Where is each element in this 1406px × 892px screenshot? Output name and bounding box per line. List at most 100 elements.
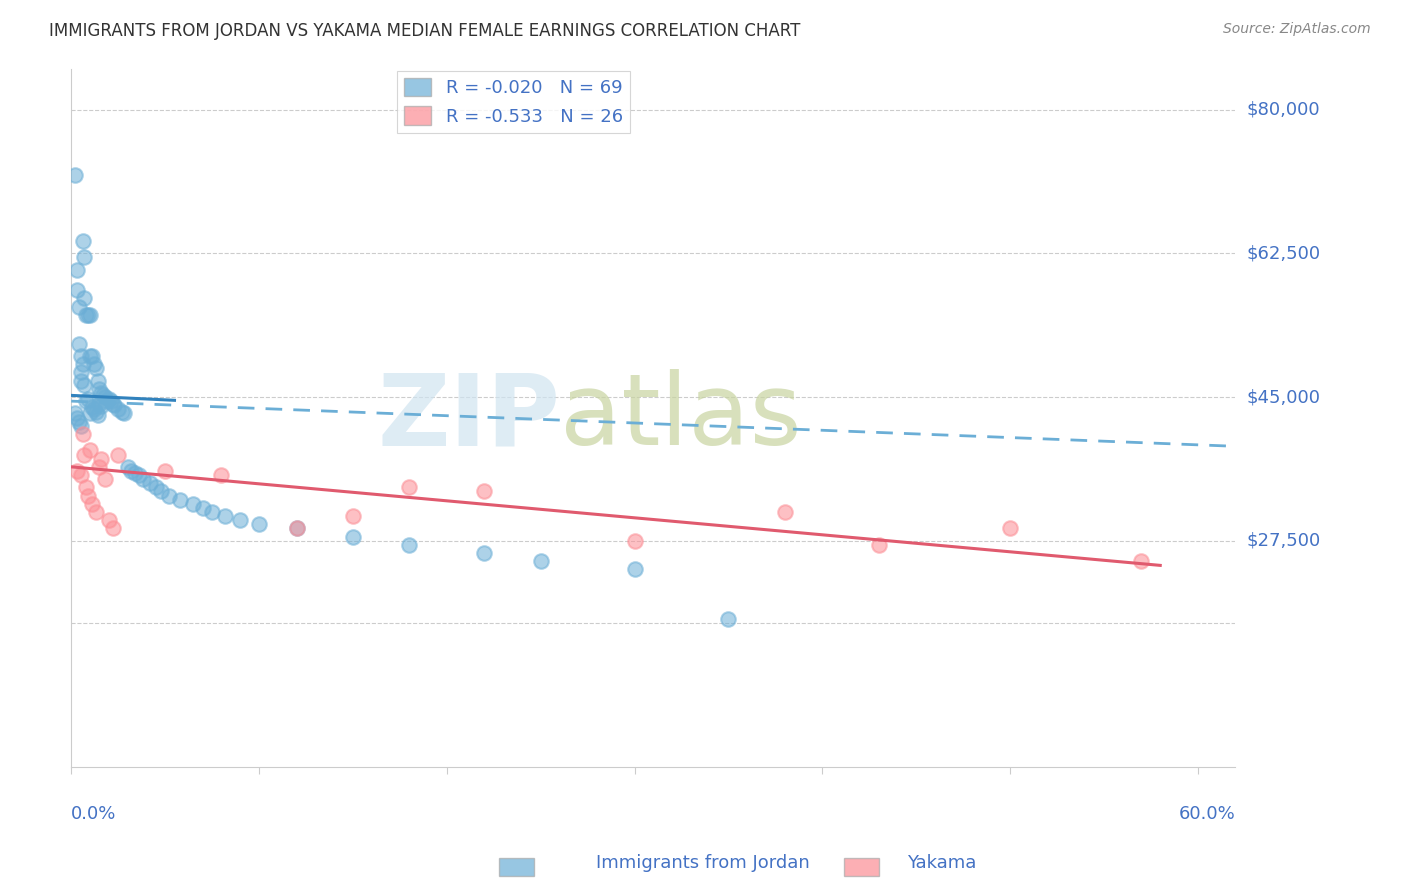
Point <box>73 377 96 392</box>
Text: $45,000: $45,000 <box>1247 388 1320 406</box>
Point <box>103 398 125 412</box>
Point <box>128 468 150 483</box>
Point <box>169 492 191 507</box>
Point <box>342 530 364 544</box>
Point <box>67 415 90 429</box>
Point <box>120 464 142 478</box>
Point <box>79 308 101 322</box>
Point <box>201 505 224 519</box>
Point <box>131 472 153 486</box>
Point <box>101 521 124 535</box>
Point <box>75 480 97 494</box>
Point <box>75 394 97 409</box>
Point <box>998 521 1021 535</box>
Point <box>150 484 173 499</box>
Point <box>63 169 86 183</box>
Text: $62,500: $62,500 <box>1247 244 1320 262</box>
Text: 60.0%: 60.0% <box>1178 805 1236 823</box>
Point <box>214 509 236 524</box>
Point <box>69 374 91 388</box>
Point <box>211 468 233 483</box>
Point <box>97 392 120 406</box>
Text: Source: ZipAtlas.com: Source: ZipAtlas.com <box>1223 22 1371 37</box>
Point <box>285 521 308 535</box>
Point <box>66 283 89 297</box>
Point <box>91 388 114 402</box>
Text: Yakama: Yakama <box>907 855 977 872</box>
Point <box>191 500 214 515</box>
Point <box>868 538 890 552</box>
Point <box>94 390 117 404</box>
Point <box>100 394 122 409</box>
Point <box>69 468 91 483</box>
Point <box>94 472 117 486</box>
Point <box>145 480 167 494</box>
Point <box>285 521 308 535</box>
Point <box>247 517 270 532</box>
Point <box>717 612 740 626</box>
Point <box>342 509 364 524</box>
Point <box>472 484 495 499</box>
Point <box>66 410 89 425</box>
Point <box>84 361 107 376</box>
Point <box>66 464 89 478</box>
Point <box>117 459 139 474</box>
Point <box>96 394 118 409</box>
Text: Immigrants from Jordan: Immigrants from Jordan <box>596 855 810 872</box>
Point <box>1130 554 1153 568</box>
Point <box>472 546 495 560</box>
Point <box>107 448 129 462</box>
Point <box>623 562 645 576</box>
Point <box>107 402 129 417</box>
Point <box>623 533 645 548</box>
Point <box>72 234 94 248</box>
Point <box>72 427 94 442</box>
Point <box>69 418 91 433</box>
Legend: R = -0.020   N = 69, R = -0.533   N = 26: R = -0.020 N = 69, R = -0.533 N = 26 <box>396 70 630 133</box>
Text: ZIP: ZIP <box>377 369 560 466</box>
Point <box>69 349 91 363</box>
Point <box>66 262 89 277</box>
Point <box>73 292 96 306</box>
Point <box>773 505 796 519</box>
Point <box>139 476 162 491</box>
Point <box>67 300 90 314</box>
Point <box>83 357 105 371</box>
Point <box>398 480 420 494</box>
Point <box>530 554 553 568</box>
Point <box>124 466 146 480</box>
Text: 0.0%: 0.0% <box>72 805 117 823</box>
Point <box>84 505 107 519</box>
Point <box>73 251 96 265</box>
Point <box>86 374 108 388</box>
Text: IMMIGRANTS FROM JORDAN VS YAKAMA MEDIAN FEMALE EARNINGS CORRELATION CHART: IMMIGRANTS FROM JORDAN VS YAKAMA MEDIAN … <box>49 22 800 40</box>
Point <box>79 407 101 421</box>
Point <box>90 451 112 466</box>
Point <box>79 443 101 458</box>
Point <box>89 382 111 396</box>
Point <box>80 497 103 511</box>
Point <box>83 402 105 417</box>
Point <box>101 396 124 410</box>
Point <box>229 513 252 527</box>
Point <box>73 448 96 462</box>
Point <box>90 399 112 413</box>
Point <box>77 308 100 322</box>
Point <box>80 349 103 363</box>
Point <box>111 405 134 419</box>
Point <box>157 489 180 503</box>
Text: atlas: atlas <box>560 369 801 466</box>
Point <box>72 357 94 371</box>
Point <box>84 405 107 419</box>
Point <box>153 464 176 478</box>
Point <box>79 349 101 363</box>
Point <box>67 336 90 351</box>
Text: $27,500: $27,500 <box>1247 532 1320 549</box>
Point <box>89 459 111 474</box>
Point <box>97 513 120 527</box>
Point <box>89 396 111 410</box>
Point <box>181 497 204 511</box>
Point <box>77 392 100 406</box>
Point <box>75 308 97 322</box>
Point <box>77 489 100 503</box>
